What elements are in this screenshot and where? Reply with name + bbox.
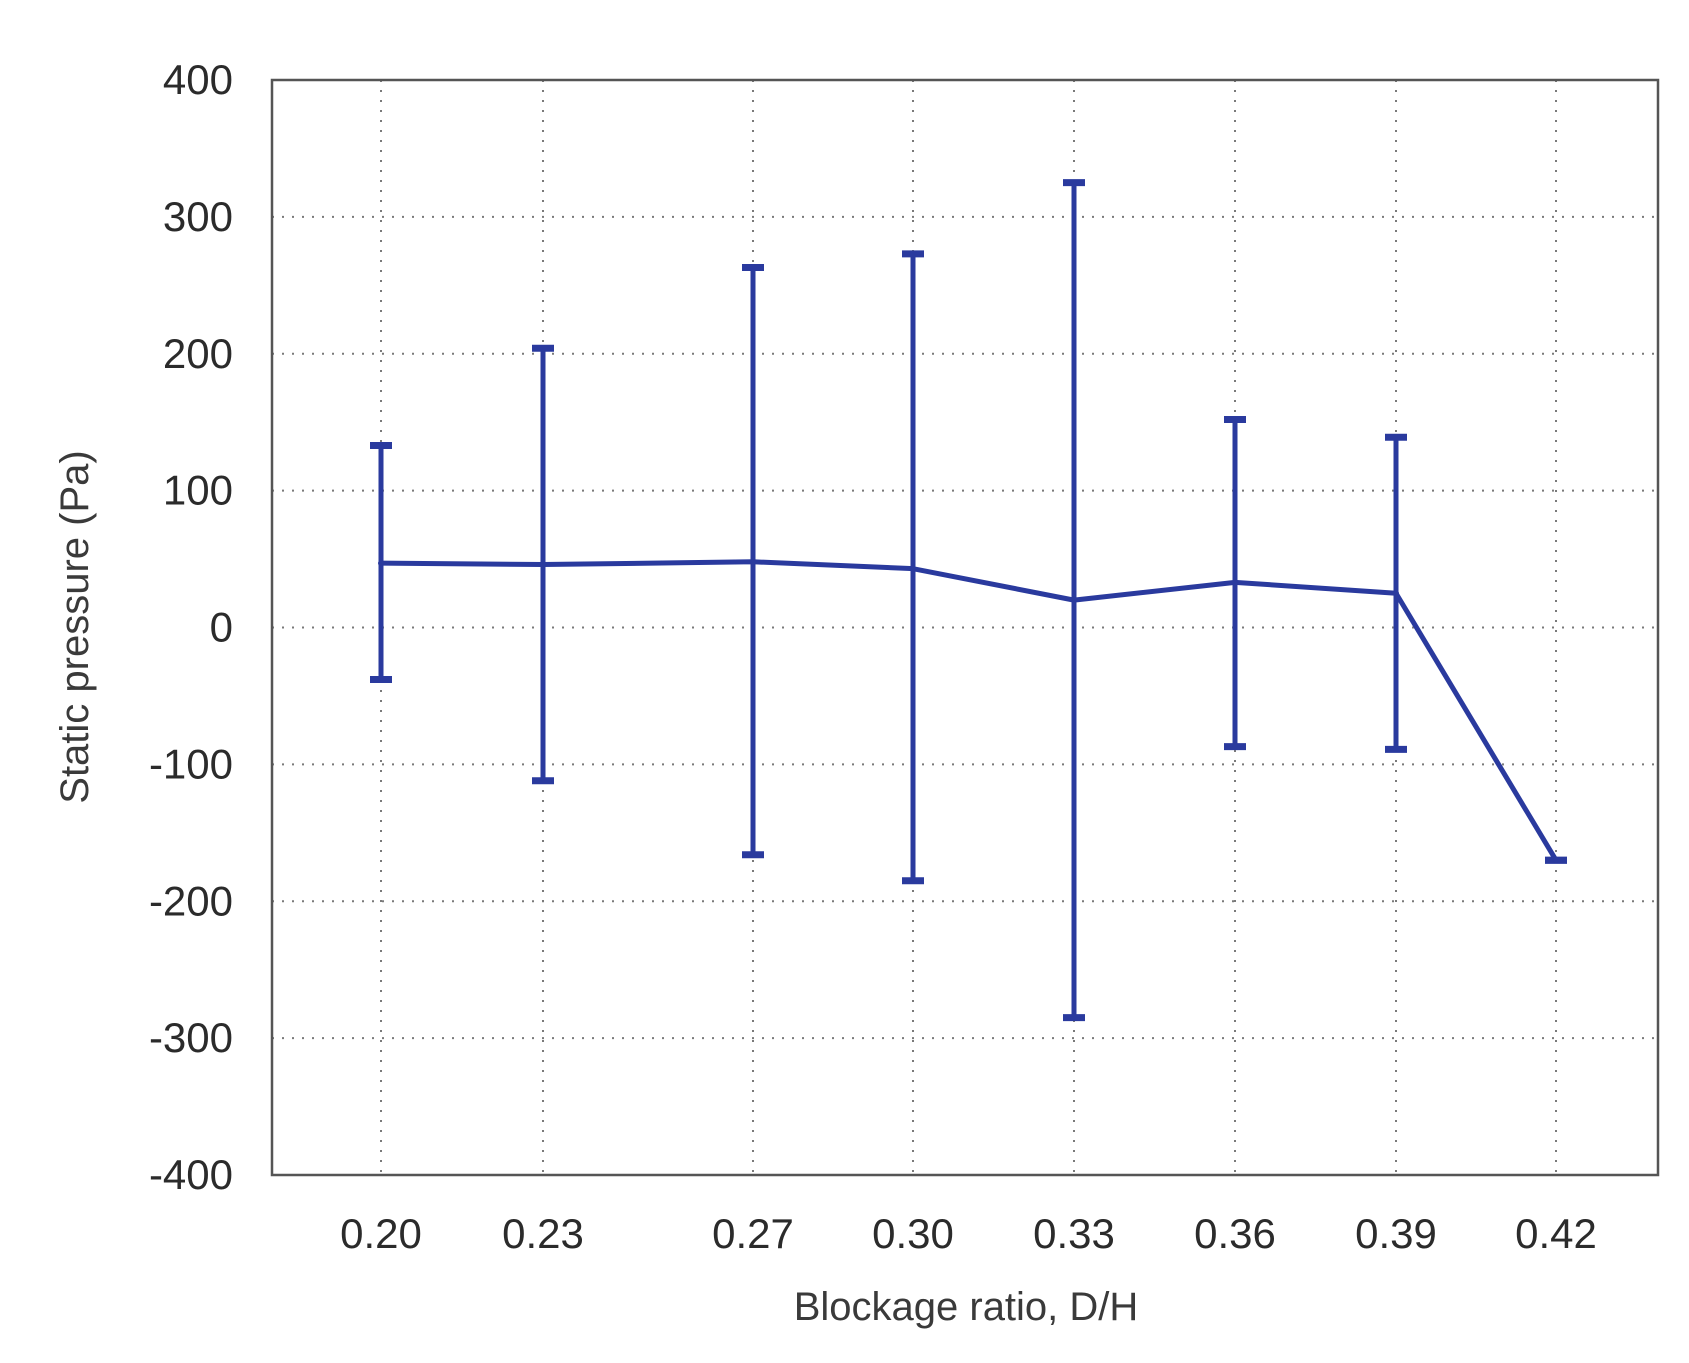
x-tick-label: 0.39 <box>1355 1210 1437 1257</box>
y-tick-labels: 400 300 200 100 0 -100 -200 -300 -400 <box>149 56 233 1198</box>
x-tick-label: 0.33 <box>1033 1210 1115 1257</box>
y-tick-label: -300 <box>149 1014 233 1061</box>
y-tick-label: 100 <box>163 467 233 514</box>
plot-frame <box>270 78 1660 1177</box>
data-point <box>1071 597 1077 604</box>
data-point <box>910 565 916 572</box>
data-point <box>540 561 546 568</box>
y-tick-label: -400 <box>149 1151 233 1198</box>
x-tick-label: 0.27 <box>712 1210 794 1257</box>
data-line-layer <box>378 558 1559 864</box>
series-line <box>380 559 1559 862</box>
x-tick-label: 0.36 <box>1194 1210 1276 1257</box>
grid-lines <box>272 79 1658 1176</box>
x-tick-labels: 0.20 0.23 0.27 0.30 0.33 0.36 0.39 0.42 <box>340 1210 1597 1257</box>
y-tick-label: 300 <box>163 193 233 240</box>
y-tick-label: 0 <box>210 604 233 651</box>
y-axis-title: Static pressure (Pa) <box>53 450 97 803</box>
x-axis-title: Blockage ratio, D/H <box>794 1285 1139 1329</box>
data-point <box>1553 857 1559 864</box>
y-tick-label: -100 <box>149 740 233 787</box>
y-tick-label: -200 <box>149 877 233 924</box>
data-point <box>750 558 756 565</box>
x-tick-label: 0.42 <box>1515 1210 1597 1257</box>
x-tick-label: 0.23 <box>502 1210 584 1257</box>
error-bars <box>370 179 1567 1022</box>
x-tick-label: 0.20 <box>340 1210 422 1257</box>
y-tick-label: 200 <box>163 330 233 377</box>
y-tick-label: 400 <box>163 56 233 103</box>
data-point <box>1232 579 1238 586</box>
x-tick-label: 0.30 <box>872 1210 954 1257</box>
data-point <box>378 560 384 567</box>
data-point <box>1393 590 1399 597</box>
